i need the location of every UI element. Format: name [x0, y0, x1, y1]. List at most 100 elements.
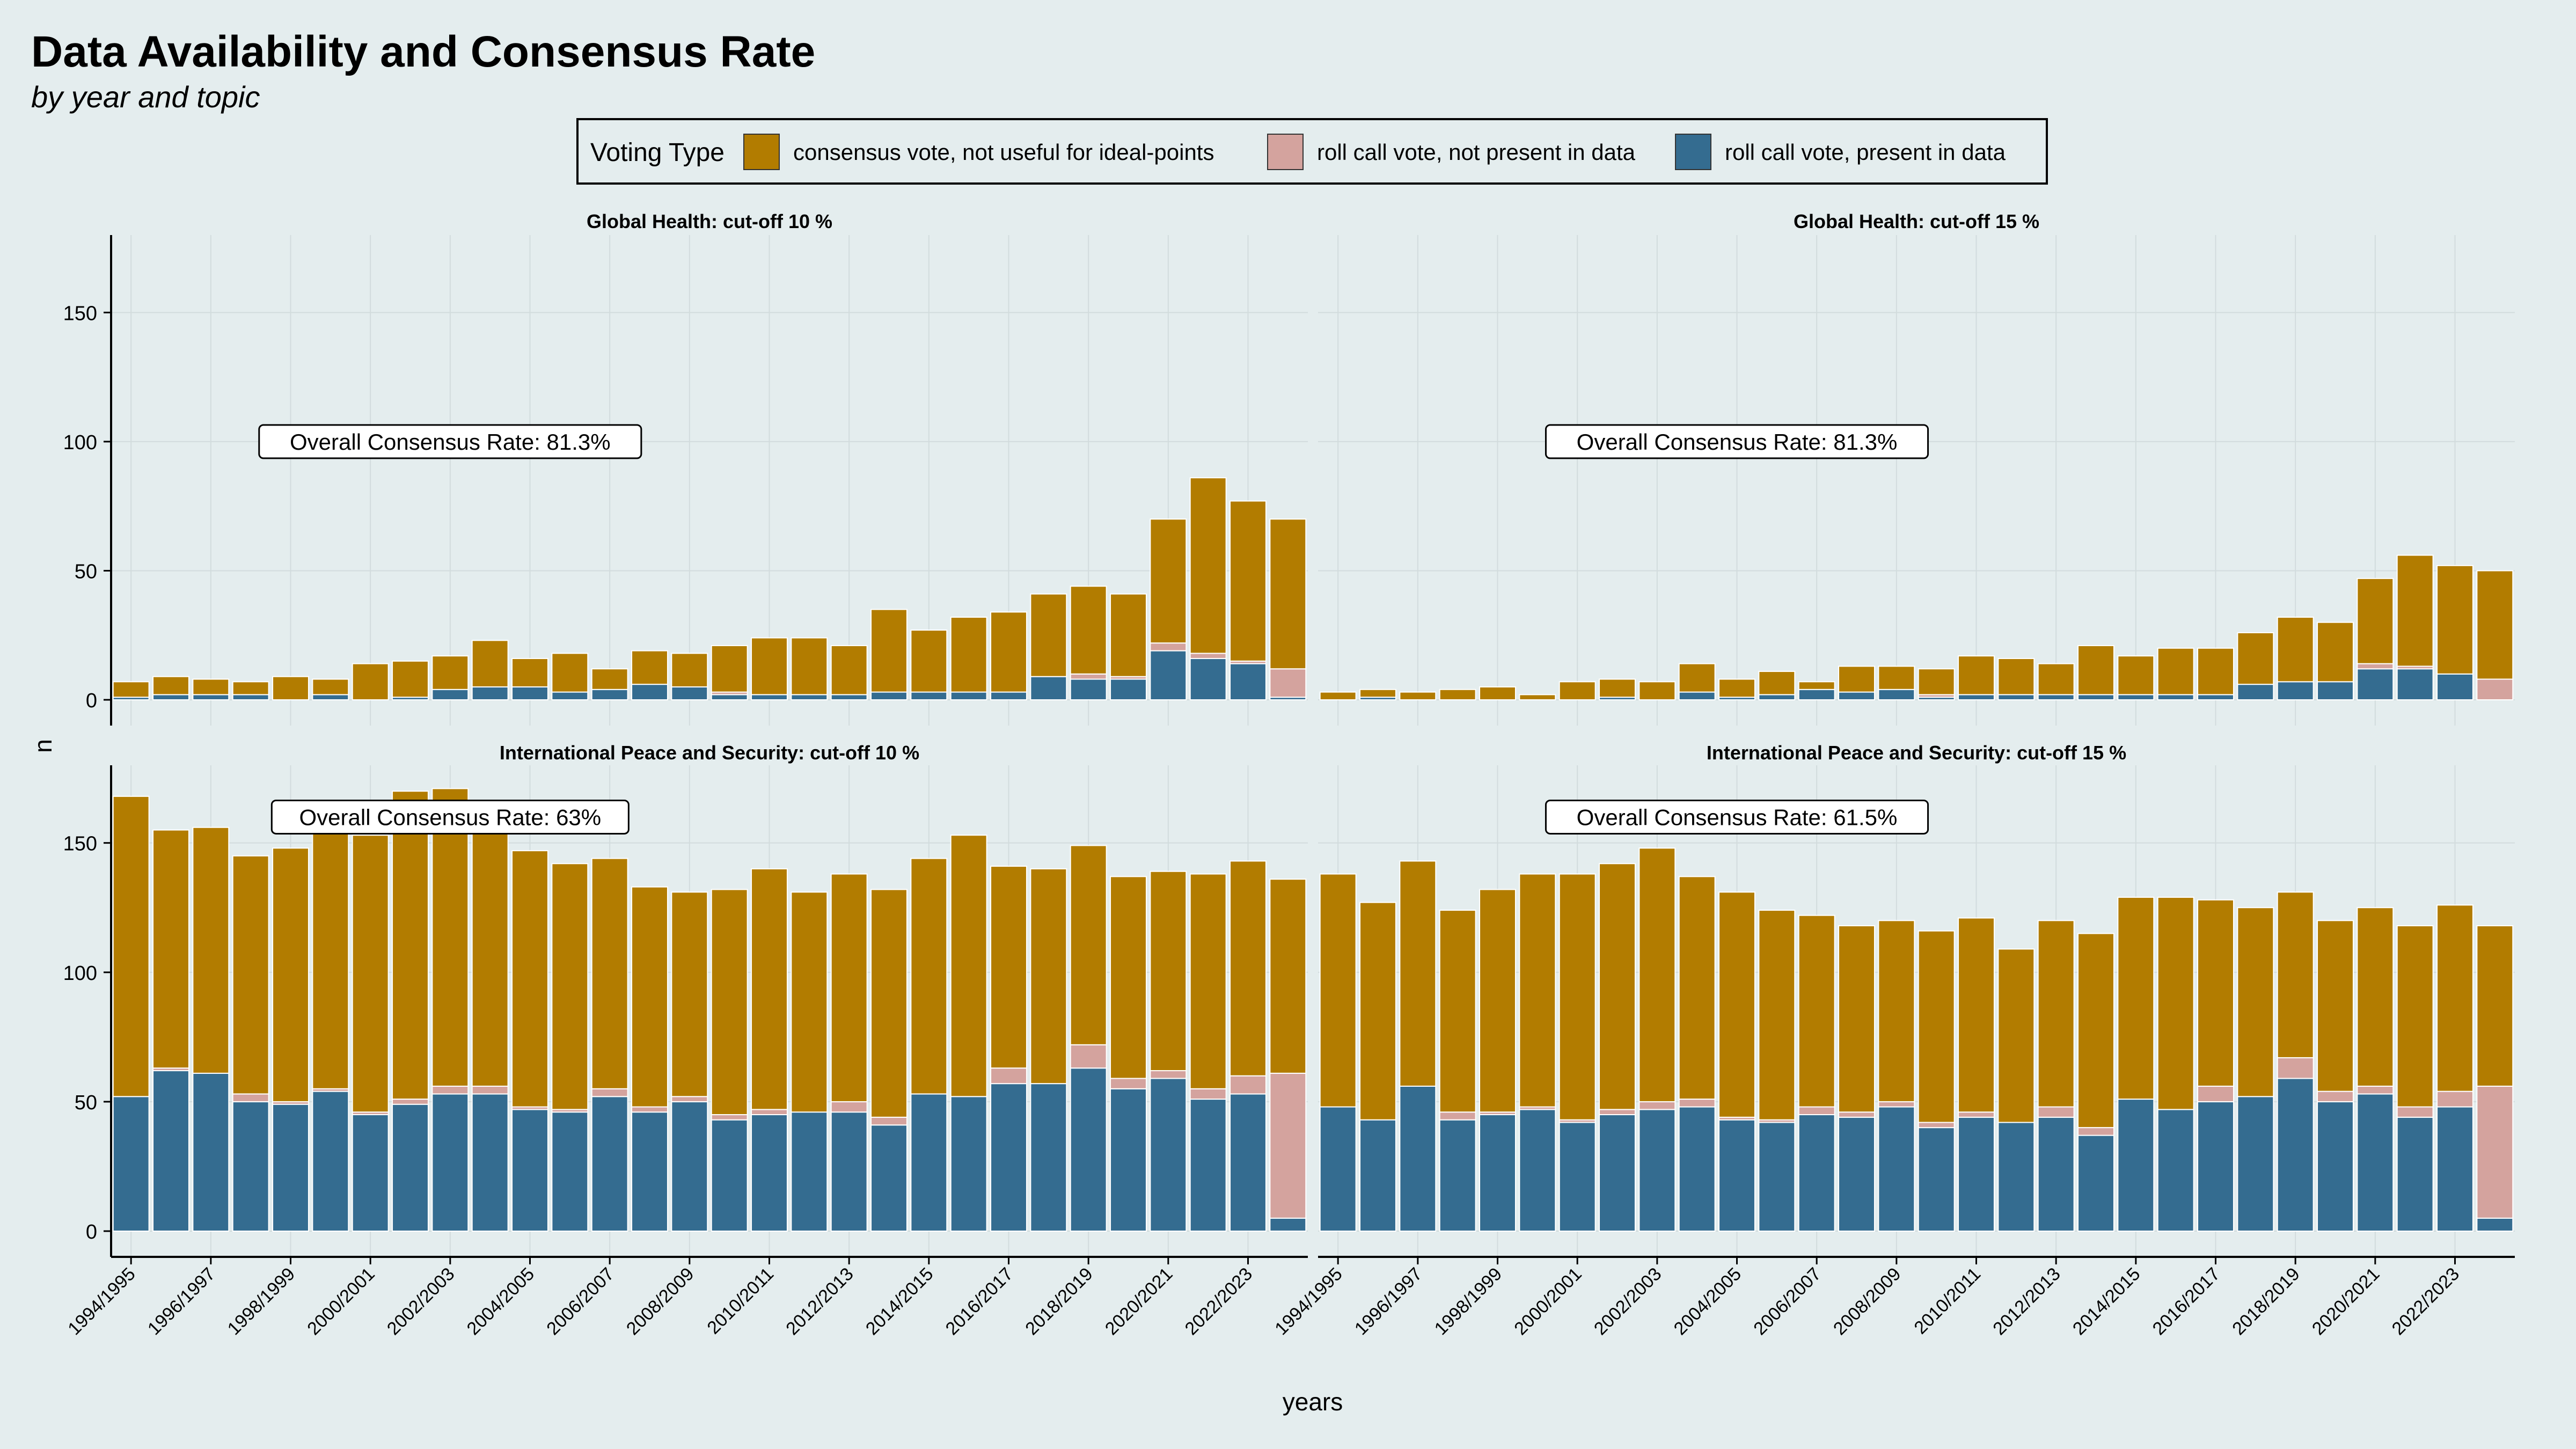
bar-segment [2396, 668, 2434, 701]
bar-segment [830, 645, 868, 696]
y-tick-label: 150 [63, 833, 97, 855]
bar-segment [631, 684, 668, 700]
bar-segment [2436, 565, 2473, 675]
bar-segment [1230, 1075, 1267, 1095]
bar-segment [392, 1103, 429, 1232]
bar-segment [671, 686, 708, 701]
bar-segment [2357, 1093, 2394, 1232]
bar-segment [152, 1070, 189, 1232]
bar-segment [990, 1067, 1027, 1085]
bar-segment [392, 791, 429, 1100]
bar-segment [1718, 891, 1755, 1118]
y-tick-label: 150 [63, 302, 97, 325]
panel-title: Global Health: cut-off 10 % [587, 210, 832, 232]
bar-segment [2476, 1217, 2514, 1232]
bar-segment [830, 1111, 868, 1232]
bar-segment [1439, 910, 1476, 1113]
legend-title: Voting Type [590, 138, 724, 167]
bar-segment [1838, 665, 1875, 693]
bar-segment [1150, 518, 1187, 644]
bar-segment [1150, 642, 1187, 652]
panel: Global Health: cut-off 15 % Overall Conse… [1318, 210, 2515, 726]
bar-segment [1070, 673, 1107, 680]
bar-segment [1758, 910, 1796, 1121]
bar-segment [2037, 663, 2075, 696]
bar-segment [2476, 678, 2514, 700]
x-tick-label: 2020/2021 [2308, 1264, 2384, 1340]
bar-segment [1269, 1217, 1307, 1232]
bar-segment [910, 1093, 948, 1232]
bar-segment [791, 637, 828, 696]
bar-segment [2277, 617, 2314, 683]
chart-title: Data Availability and Consensus Rate [31, 27, 816, 76]
bar-segment [352, 835, 389, 1113]
annotation: Overall Consensus Rate: 61.5% [1545, 799, 1929, 835]
bar-segment [1599, 1109, 1636, 1115]
annotation-box [270, 799, 630, 835]
bar-segment [1030, 593, 1067, 677]
bar-segment [870, 1124, 908, 1232]
bar-segment [2117, 655, 2155, 696]
bar-segment [2117, 1099, 2155, 1232]
annotation: Overall Consensus Rate: 81.3% [258, 424, 642, 459]
bar-segment [1030, 676, 1067, 700]
bar-segment [312, 1091, 349, 1232]
bar-segment [1269, 1072, 1307, 1219]
bar-segment [2436, 1106, 2473, 1232]
bar-segment [1758, 1122, 1796, 1232]
bar-segment [751, 1114, 788, 1232]
bar-segment [511, 686, 548, 701]
bar-segment [2237, 1096, 2274, 1232]
bar-segment [1399, 1085, 1437, 1232]
bar-segment [232, 694, 269, 701]
bar-segment [671, 1096, 708, 1102]
bar-segment [551, 863, 589, 1110]
bar-segment [1230, 500, 1267, 662]
bar-segment [272, 1103, 309, 1232]
bar-segment [1030, 868, 1067, 1085]
bar-segment [2357, 577, 2394, 664]
bar-segment [232, 1101, 269, 1232]
bar-segment [591, 1088, 628, 1097]
bar-segment [2037, 694, 2075, 701]
bar-segment [950, 1096, 987, 1232]
bar-segment [990, 866, 1027, 1069]
bar-segment [1030, 1083, 1067, 1232]
legend-swatch [1267, 134, 1304, 170]
bar-segment [1070, 678, 1107, 700]
bars [1319, 847, 2514, 1232]
bar-segment [1918, 1127, 1955, 1232]
bar-segment [2476, 570, 2514, 680]
bar-segment [1678, 1106, 1716, 1232]
bar-segment [2357, 668, 2394, 701]
bar-segment [2277, 891, 2314, 1058]
bar-segment [2077, 1135, 2114, 1232]
bar-segment [2077, 645, 2114, 696]
bar-segment [1399, 860, 1437, 1087]
bar-segment [1110, 1078, 1147, 1089]
x-tick-label: 2002/2003 [383, 1264, 459, 1340]
bar-segment [1997, 1122, 2035, 1232]
bar-segment [272, 676, 309, 700]
bar-segment [1110, 593, 1147, 677]
bar-segment [1599, 678, 1636, 698]
bar-segment [1918, 930, 1955, 1123]
bar-segment [1599, 1114, 1636, 1232]
bar-segment [1519, 694, 1556, 701]
bar-segment [1189, 1088, 1227, 1100]
bar-segment [1558, 1122, 1596, 1232]
legend-box [576, 118, 2048, 185]
bar-segment [431, 689, 469, 701]
bar-segment [1798, 681, 1835, 690]
bar-segment [2077, 1127, 2114, 1136]
bar-segment [870, 889, 908, 1118]
bar-segment [950, 617, 987, 693]
bar-segment [870, 609, 908, 693]
bar-segment [551, 691, 589, 700]
bar-segment [830, 1101, 868, 1113]
bar-segment [1439, 1119, 1476, 1232]
bar-segment [791, 694, 828, 701]
bar-segment [1838, 1111, 1875, 1118]
bar-segment [1070, 1044, 1107, 1069]
